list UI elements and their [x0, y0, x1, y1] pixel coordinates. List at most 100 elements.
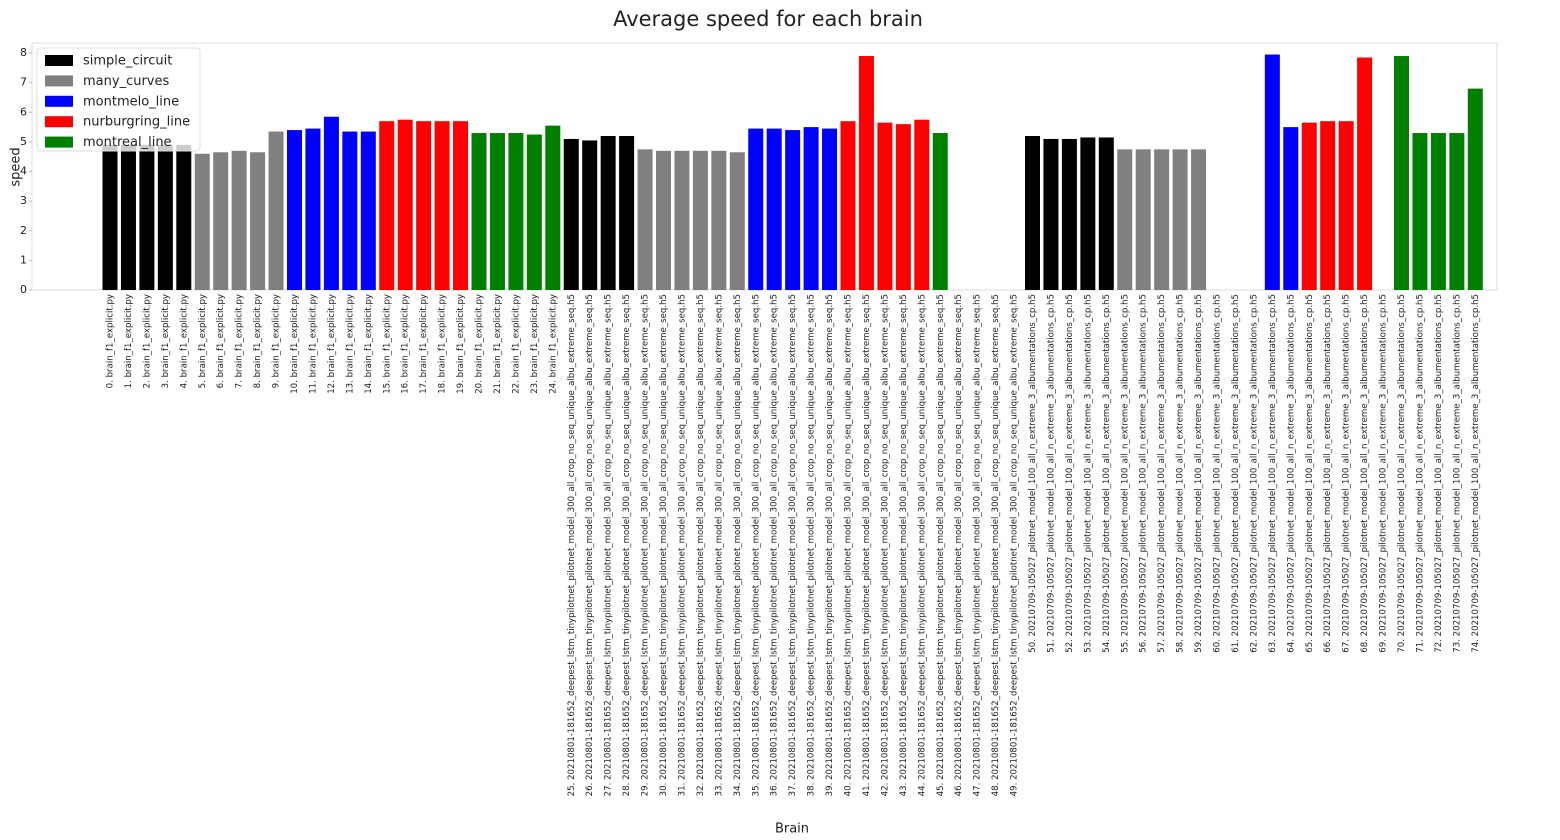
- x-tick-label: 58. 20210709-105027_pilotnet_model_100_a…: [1176, 294, 1186, 653]
- y-tick-label: 0: [20, 283, 27, 296]
- bar: [434, 121, 450, 291]
- bar: [729, 152, 745, 290]
- x-tick-label: 3. brain_f1_explicit.py: [161, 294, 171, 388]
- bar: [102, 144, 118, 290]
- bar: [600, 135, 616, 290]
- x-tick-label: 33. 20210801-181652_deepest_lstm_tinypil…: [714, 294, 724, 796]
- bar: [1154, 149, 1170, 290]
- x-tick-label: 7. brain_f1_explicit.py: [235, 294, 245, 388]
- bar: [1412, 133, 1428, 290]
- x-tick-label: 21. brain_f1_explicit.py: [493, 294, 503, 394]
- bar: [822, 128, 838, 290]
- x-tick-label: 69. 20210709-105027_pilotnet_model_100_a…: [1379, 294, 1389, 653]
- bar: [250, 152, 266, 290]
- x-tick-label: 24. brain_f1_explicit.py: [548, 294, 558, 394]
- x-tick-label: 72. 20210709-105027_pilotnet_model_100_a…: [1434, 294, 1444, 653]
- x-tick-label: 25. 20210801-181652_deepest_lstm_tinypil…: [567, 294, 577, 796]
- x-tick-label: 64. 20210709-105027_pilotnet_model_100_a…: [1286, 294, 1296, 653]
- x-tick-label: 31. 20210801-181652_deepest_lstm_tinypil…: [677, 294, 687, 796]
- bar: [1430, 133, 1446, 290]
- legend-label: montreal_line: [83, 135, 172, 150]
- x-tick-label: 59. 20210709-105027_pilotnet_model_100_a…: [1194, 294, 1204, 653]
- x-tick-label: 36. 20210801-181652_deepest_lstm_tinypil…: [770, 294, 780, 796]
- legend-label: nurburgring_line: [83, 115, 190, 130]
- chart-title: Average speed for each brain: [613, 7, 923, 31]
- y-tick-label: 1: [20, 253, 27, 266]
- bar: [194, 153, 210, 290]
- legend: simple_circuit many_curves montmelo_linenu…: [36, 47, 201, 152]
- x-tick-label: 26. 20210801-181652_deepest_lstm_tinypil…: [585, 294, 595, 796]
- x-tick-label: 5. brain_f1_explicit.py: [198, 294, 208, 388]
- x-tick-label: 49. 20210801-181652_deepest_lstm_tinypil…: [1010, 294, 1020, 796]
- bar: [1080, 137, 1096, 290]
- x-tick-label: 15. brain_f1_explicit.py: [382, 294, 392, 394]
- x-tick-label: 38. 20210801-181652_deepest_lstm_tinypil…: [807, 294, 817, 796]
- bar: [1098, 137, 1114, 290]
- x-tick-label: 0. brain_f1_explicit.py: [106, 294, 116, 388]
- bar: [268, 131, 284, 290]
- bar: [1117, 149, 1133, 290]
- bar: [840, 121, 856, 291]
- x-tick-label: 4. brain_f1_explicit.py: [179, 294, 189, 388]
- x-axis-label: Brain: [775, 822, 809, 837]
- x-tick-label: 56. 20210709-105027_pilotnet_model_100_a…: [1139, 294, 1149, 653]
- x-tick-label: 20. brain_f1_explicit.py: [475, 294, 485, 394]
- bar: [360, 131, 376, 290]
- x-tick-label: 46. 20210801-181652_deepest_lstm_tinypil…: [954, 294, 964, 796]
- y-tick-label: 4: [20, 165, 27, 178]
- bar: [508, 133, 524, 290]
- x-tick-label: 18. brain_f1_explicit.py: [438, 294, 448, 394]
- bar: [1043, 138, 1059, 290]
- bar: [1394, 56, 1409, 290]
- x-tick-label: 29. 20210801-181652_deepest_lstm_tinypil…: [641, 294, 651, 796]
- x-tick-label: 22. brain_f1_explicit.py: [511, 294, 521, 394]
- x-tick-label: 8. brain_f1_explicit.py: [253, 294, 263, 388]
- bar: [1172, 149, 1188, 290]
- x-tick-label: 52. 20210709-105027_pilotnet_model_100_a…: [1065, 294, 1075, 653]
- bar: [877, 122, 893, 290]
- bar: [656, 150, 671, 290]
- legend-swatch: [45, 95, 73, 107]
- x-tick-label: 65. 20210709-105027_pilotnet_model_100_a…: [1305, 294, 1315, 653]
- y-tick-label: 2: [20, 224, 27, 237]
- x-tick-label: 66. 20210709-105027_pilotnet_model_100_a…: [1323, 294, 1333, 653]
- x-tick-label: 50. 20210709-105027_pilotnet_model_100_a…: [1028, 294, 1038, 653]
- y-axis-label: speed: [9, 147, 24, 186]
- x-tick-label: 14. brain_f1_explicit.py: [364, 294, 374, 394]
- bar: [1283, 127, 1299, 290]
- x-tick-label: 1. brain_f1_explicit.py: [124, 294, 134, 388]
- bar: [305, 128, 321, 290]
- bars: [102, 54, 1483, 291]
- x-tick-label: 48. 20210801-181652_deepest_lstm_tinypil…: [991, 294, 1001, 796]
- x-tick-label: 43. 20210801-181652_deepest_lstm_tinypil…: [899, 294, 909, 796]
- bar: [1135, 149, 1151, 290]
- x-tick-label: 9. brain_f1_explicit.py: [272, 294, 282, 388]
- bar: [471, 133, 487, 290]
- x-tick-label: 51. 20210709-105027_pilotnet_model_100_a…: [1046, 294, 1056, 653]
- bar: [120, 144, 136, 290]
- bar: [231, 150, 247, 290]
- x-tick-label: 11. brain_f1_explicit.py: [308, 294, 318, 394]
- x-tick-label: 45. 20210801-181652_deepest_lstm_tinypil…: [936, 294, 946, 796]
- bar: [453, 121, 469, 291]
- bar: [489, 133, 505, 290]
- bar: [932, 133, 948, 290]
- bar: [748, 128, 764, 290]
- x-tick-label: 40. 20210801-181652_deepest_lstm_tinypil…: [844, 294, 854, 796]
- bar: [803, 127, 819, 290]
- x-tick-label: 23. brain_f1_explicit.py: [530, 294, 540, 394]
- x-tick-label: 2. brain_f1_explicit.py: [142, 294, 152, 388]
- bar: [563, 138, 579, 290]
- x-tick-label: 30. 20210801-181652_deepest_lstm_tinypil…: [659, 294, 669, 796]
- bar: [342, 131, 358, 290]
- legend-label: montmelo_line: [83, 94, 179, 109]
- bar: [692, 150, 708, 290]
- bar: [1061, 138, 1077, 290]
- legend-swatch: [45, 136, 73, 148]
- bar: [1338, 121, 1354, 291]
- legend-label: many_curves: [83, 74, 169, 89]
- x-tick-label: 32. 20210801-181652_deepest_lstm_tinypil…: [696, 294, 706, 796]
- x-tick-label: 44. 20210801-181652_deepest_lstm_tinypil…: [917, 294, 927, 796]
